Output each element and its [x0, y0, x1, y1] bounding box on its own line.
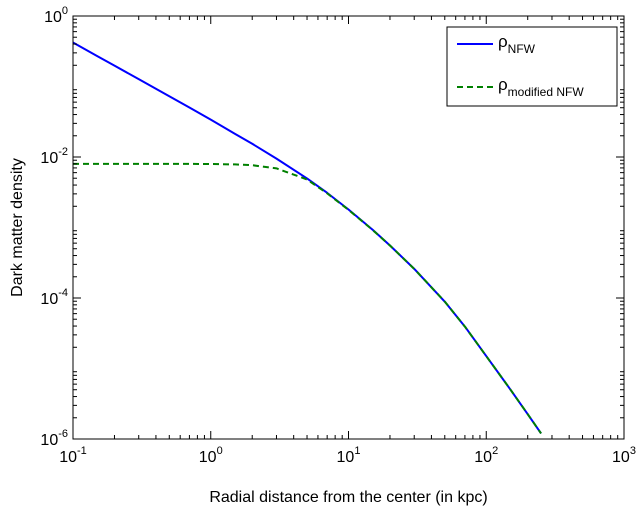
tick-layer: 10-1 100 101 102 103 10-6 10-4 10-2 100 [40, 5, 636, 466]
legend-entry-nfw: ρNFW [498, 32, 536, 56]
y-axis-label: Dark matter density [9, 158, 26, 297]
x-tick-label: 101 [337, 445, 361, 466]
y-tick-label: 10-6 [40, 428, 68, 449]
x-axis-label: Radial distance from the center (in kpc) [209, 489, 487, 506]
x-tick-label: 10-1 [59, 445, 87, 466]
series-line-modified-nfw [73, 162, 542, 434]
legend-entry-nfw-subscript: NFW [508, 42, 536, 56]
x-tick-label: 102 [474, 445, 498, 466]
legend-entry-nfw-symbol: ρ [498, 32, 508, 51]
x-tick-label: 103 [612, 445, 636, 466]
y-tick-label: 100 [44, 5, 68, 26]
legend-box [446, 26, 618, 107]
legend-entry-modified-nfw-symbol: ρ [498, 75, 508, 94]
x-tick-label: 100 [199, 445, 223, 466]
y-tick-label: 10-4 [40, 287, 68, 308]
legend-entry-modified-nfw-subscript: modified NFW [508, 85, 585, 99]
legend-entry-modified-nfw: ρmodified NFW [498, 75, 584, 99]
y-tick-label: 10-2 [40, 146, 68, 167]
series-layer [72, 41, 542, 434]
legend: ρNFW ρmodified NFW [446, 26, 618, 107]
